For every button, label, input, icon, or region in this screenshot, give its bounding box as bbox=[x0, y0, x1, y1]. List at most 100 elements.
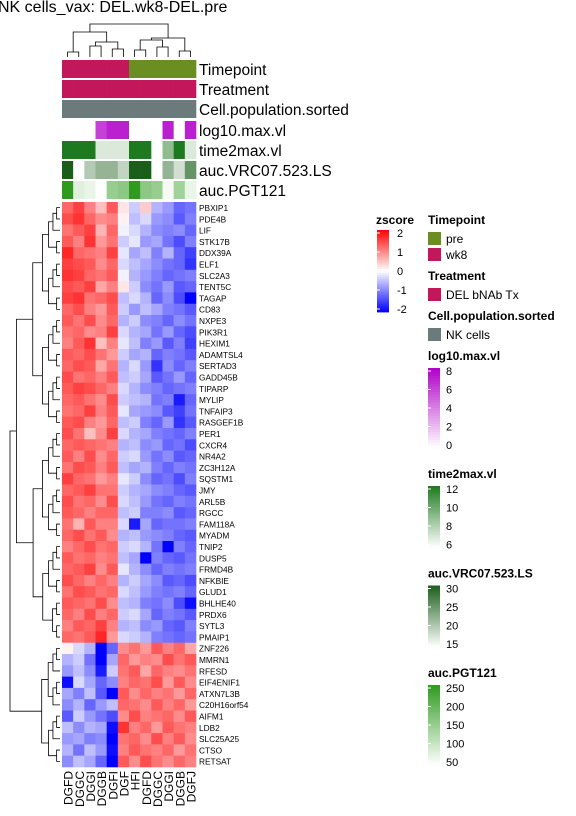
heatmap-cell bbox=[140, 348, 152, 361]
dendrogram-branch bbox=[95, 41, 119, 49]
colorbar-segment bbox=[377, 260, 389, 264]
colorbar-tick-label: 100 bbox=[446, 739, 464, 751]
column-label: DGF bbox=[117, 771, 131, 796]
annotation-cell bbox=[162, 80, 174, 98]
colorbar-segment bbox=[428, 735, 440, 739]
heatmap-cell bbox=[140, 382, 152, 395]
heatmap-cell bbox=[73, 258, 85, 271]
colorbar-segment bbox=[428, 759, 440, 763]
heatmap-cell bbox=[73, 428, 85, 440]
heatmap-cell bbox=[106, 281, 119, 293]
heatmap-cell bbox=[173, 541, 186, 553]
legend-entry-label: pre bbox=[446, 232, 464, 246]
colorbar-tick-label: 6 bbox=[446, 540, 452, 552]
colorbar-segment bbox=[377, 291, 389, 294]
annotation-cell bbox=[95, 141, 107, 159]
annotation-cell bbox=[173, 141, 186, 159]
heatmap-cell bbox=[117, 541, 130, 553]
heatmap-cell bbox=[73, 315, 85, 327]
heatmap-cell bbox=[129, 224, 141, 237]
heatmap-cell bbox=[62, 303, 74, 316]
annotation-cell bbox=[184, 141, 197, 159]
row-label: RETSAT bbox=[199, 757, 231, 767]
colorbar-segment bbox=[428, 640, 440, 644]
heatmap-cell bbox=[140, 371, 152, 384]
colorbar-segment bbox=[428, 442, 440, 446]
heatmap-cell bbox=[129, 394, 141, 406]
row-label: ZC3H12A bbox=[199, 463, 236, 473]
heatmap-cell bbox=[95, 247, 107, 259]
annotation-cell bbox=[73, 161, 85, 179]
heatmap-cell bbox=[95, 224, 107, 237]
colorbar-segment bbox=[428, 529, 440, 532]
colorbar-segment bbox=[377, 279, 389, 282]
colorbar-segment bbox=[377, 287, 389, 290]
heatmap-cell bbox=[73, 710, 85, 723]
heatmap-cell bbox=[129, 744, 141, 756]
colorbar-segment bbox=[377, 236, 389, 239]
heatmap-cell bbox=[129, 281, 141, 293]
heatmap-cell bbox=[106, 439, 119, 451]
colorbar-segment bbox=[428, 386, 440, 390]
colorbar-segment bbox=[428, 524, 440, 528]
heatmap-cell bbox=[129, 269, 141, 282]
colorbar-tick-label: 4 bbox=[446, 403, 452, 415]
heatmap-cell bbox=[173, 337, 186, 350]
dendrogram-branch bbox=[42, 573, 53, 621]
heatmap-cell bbox=[95, 416, 107, 429]
heatmap-cell bbox=[173, 721, 186, 734]
heatmap-cell bbox=[140, 281, 152, 293]
dendrogram-branch bbox=[56, 523, 60, 536]
heatmap-cell bbox=[140, 473, 152, 485]
annotation-cell bbox=[84, 181, 96, 199]
heatmap-cell bbox=[84, 235, 96, 248]
heatmap-cell bbox=[184, 586, 197, 598]
heatmap-cell bbox=[84, 394, 96, 406]
heatmap-cell bbox=[95, 620, 107, 632]
heatmap-cell bbox=[151, 507, 163, 519]
colorbar-tick-label: 12 bbox=[446, 484, 458, 496]
heatmap-cell bbox=[106, 529, 119, 542]
annotation-cell bbox=[129, 121, 141, 139]
heatmap-cell bbox=[129, 676, 141, 689]
heatmap-cell bbox=[151, 665, 163, 677]
row-label: DUSP5 bbox=[199, 553, 227, 563]
heatmap-cell bbox=[106, 428, 119, 440]
heatmap-cell bbox=[173, 744, 186, 756]
heatmap-cell bbox=[162, 416, 174, 429]
annotation-track-label: Treatment bbox=[199, 82, 270, 99]
heatmap-cell bbox=[73, 405, 85, 417]
heatmap-cell bbox=[84, 574, 96, 587]
heatmap-cell bbox=[62, 495, 74, 508]
heatmap-cell bbox=[84, 744, 96, 756]
heatmap-cell bbox=[117, 235, 130, 248]
heatmap-cell bbox=[129, 235, 141, 248]
dendrogram-branch bbox=[134, 49, 147, 57]
heatmap-cell bbox=[173, 235, 186, 248]
heatmap-cell bbox=[84, 281, 96, 293]
annotation-cell bbox=[140, 181, 152, 199]
heatmap-cell bbox=[117, 755, 130, 768]
annotation-cell bbox=[151, 60, 163, 78]
heatmap-cell bbox=[129, 563, 141, 576]
heatmap-cell bbox=[84, 495, 96, 508]
heatmap-cell bbox=[84, 552, 96, 564]
heatmap-cell bbox=[151, 586, 163, 598]
heatmap-cell bbox=[106, 360, 119, 372]
heatmap-cell bbox=[106, 303, 119, 316]
heatmap-cell bbox=[173, 405, 186, 417]
colorbar-tick-label: 0 bbox=[397, 266, 403, 278]
colorbar-segment bbox=[428, 541, 440, 544]
heatmap-cell bbox=[73, 303, 85, 316]
heatmap-cell bbox=[173, 620, 186, 632]
heatmap-cell bbox=[84, 382, 96, 395]
heatmap-cell bbox=[73, 348, 85, 361]
heatmap-cell bbox=[84, 733, 96, 745]
heatmap-cell bbox=[95, 439, 107, 451]
heatmap-cell bbox=[140, 235, 152, 248]
colorbar-segment bbox=[428, 421, 440, 425]
colorbar-tick-label: 8 bbox=[446, 521, 452, 533]
colorbar-segment bbox=[428, 706, 440, 710]
colorbar-tick-label: 200 bbox=[446, 702, 464, 714]
